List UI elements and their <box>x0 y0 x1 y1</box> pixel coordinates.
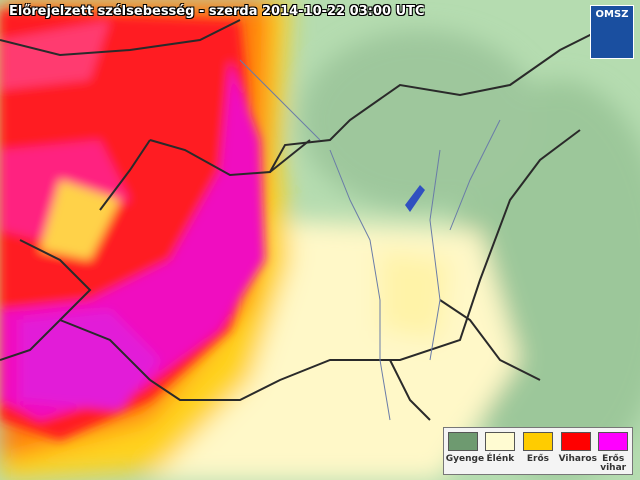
rivers <box>239 59 501 421</box>
legend-item: Erős vihar <box>595 432 631 474</box>
legend-swatch <box>447 432 478 451</box>
legend-label: Erős <box>526 454 550 464</box>
legend-item: Gyenge <box>445 432 485 474</box>
map-title: Előrejelzett szélsebesség - szerda 2014-… <box>9 4 425 19</box>
legend-item: Viharos <box>558 432 597 474</box>
legend-swatch <box>598 432 629 451</box>
legend-item: Élénk <box>482 432 518 474</box>
legend-swatch <box>560 432 591 451</box>
legend-label: Erős vihar <box>600 454 627 473</box>
legend-label: Viharos <box>558 454 597 464</box>
logo: OMSZ <box>590 5 634 59</box>
legend-swatch <box>485 432 516 451</box>
legend-swatch <box>522 432 553 451</box>
legend: Gyenge Élénk Erős Viharos Erős vihar <box>443 427 633 475</box>
logo-text: OMSZ <box>595 9 629 20</box>
borders <box>0 19 601 421</box>
lake <box>405 185 425 212</box>
legend-label: Gyenge <box>445 454 485 464</box>
legend-label: Élénk <box>486 454 515 464</box>
legend-item: Erős <box>520 432 556 474</box>
